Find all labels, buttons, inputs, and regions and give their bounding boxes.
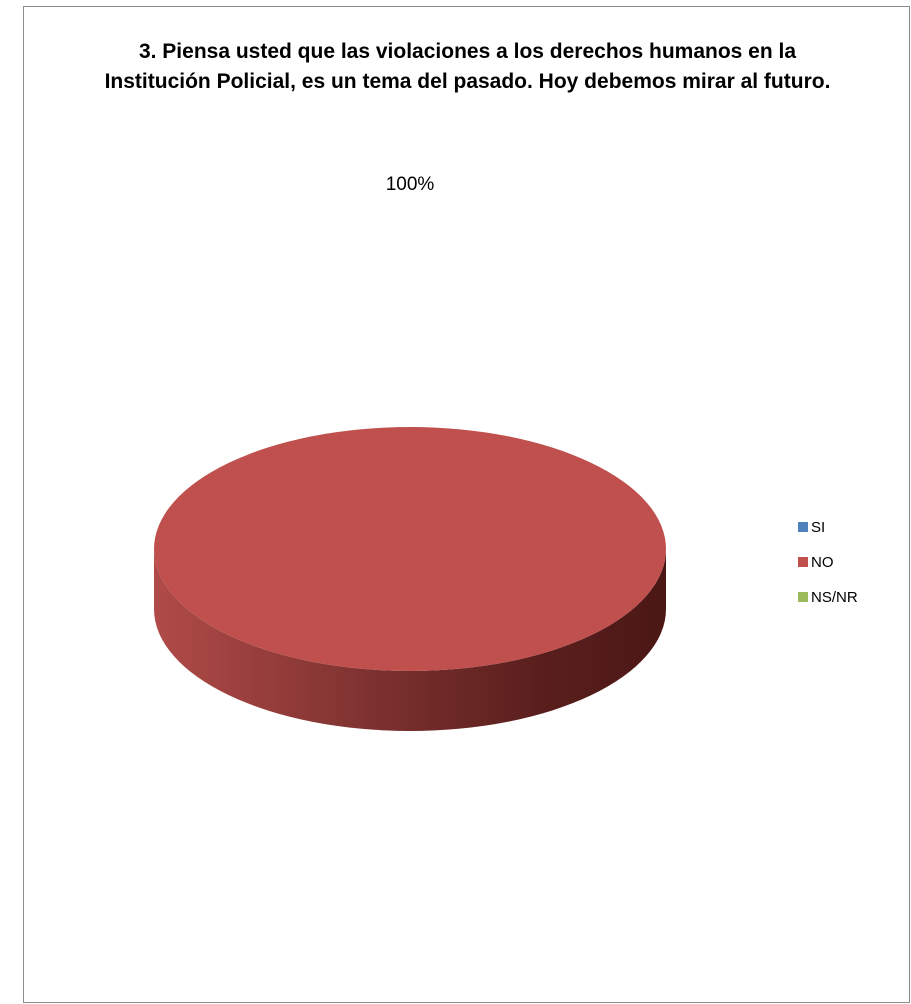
legend-item-si: SI xyxy=(798,516,858,538)
legend-item-nsnr: NS/NR xyxy=(798,586,858,608)
legend-swatch-no xyxy=(798,557,808,567)
pie-slice-no xyxy=(154,427,666,671)
data-label-no: 100% xyxy=(386,174,435,195)
pie-slices xyxy=(154,427,666,731)
legend-swatch-nsnr xyxy=(798,592,808,602)
legend-label-no: NO xyxy=(811,553,834,571)
chart-title: 3. Piensa usted que las violaciones a lo… xyxy=(104,40,831,93)
pie-slice-side-no xyxy=(154,549,666,731)
legend-label-si: SI xyxy=(811,518,826,536)
legend-label-nsnr: NS/NR xyxy=(811,588,858,606)
chart-legend: SI NO NS/NR xyxy=(798,516,858,621)
legend-swatch-si xyxy=(798,522,808,532)
legend-item-no: NO xyxy=(798,551,858,573)
